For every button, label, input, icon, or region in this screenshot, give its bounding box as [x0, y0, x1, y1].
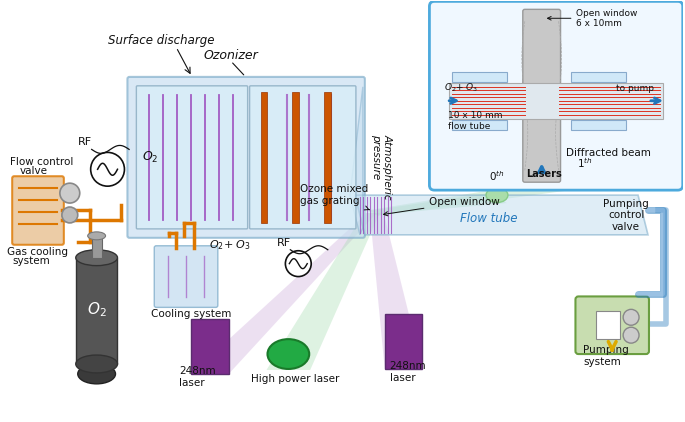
Text: Atmospheric
pressure: Atmospheric pressure	[371, 135, 393, 200]
Text: Flow control: Flow control	[10, 157, 73, 167]
Text: Open window
6 x 10mm: Open window 6 x 10mm	[547, 8, 638, 28]
Text: Surface discharge: Surface discharge	[108, 34, 214, 47]
Ellipse shape	[88, 232, 105, 240]
Circle shape	[90, 152, 125, 186]
Ellipse shape	[268, 339, 309, 369]
Circle shape	[623, 309, 639, 325]
Text: Lasers: Lasers	[526, 169, 562, 179]
Bar	[292, 92, 299, 223]
Ellipse shape	[486, 188, 508, 203]
Circle shape	[62, 207, 78, 223]
Text: $O_2$+ $O_3$: $O_2$+ $O_3$	[209, 238, 251, 252]
Bar	[385, 314, 423, 369]
Text: $O_2$: $O_2$	[142, 150, 159, 165]
Bar	[76, 258, 118, 364]
Text: valve: valve	[20, 166, 48, 176]
Circle shape	[60, 183, 79, 203]
Ellipse shape	[76, 250, 118, 265]
Bar	[597, 311, 620, 339]
Text: 248nm
laser: 248nm laser	[390, 361, 426, 383]
FancyBboxPatch shape	[249, 86, 356, 229]
Bar	[452, 119, 507, 130]
Polygon shape	[368, 193, 507, 215]
Text: $1^{th}$: $1^{th}$	[577, 157, 593, 170]
Bar	[191, 319, 229, 374]
FancyBboxPatch shape	[136, 86, 248, 229]
Text: Flow tube: Flow tube	[460, 212, 518, 225]
Bar	[571, 119, 626, 130]
FancyBboxPatch shape	[12, 176, 64, 245]
Text: Open window: Open window	[384, 197, 500, 216]
Ellipse shape	[562, 172, 586, 188]
Bar	[92, 236, 101, 258]
FancyBboxPatch shape	[429, 1, 683, 190]
Ellipse shape	[76, 355, 118, 373]
Text: Gas cooling: Gas cooling	[8, 247, 68, 257]
Text: Ozone mixed
gas grating: Ozone mixed gas grating	[300, 184, 369, 210]
Text: RF: RF	[78, 138, 92, 147]
Text: High power laser: High power laser	[251, 374, 339, 384]
Ellipse shape	[78, 364, 116, 384]
Text: Cooling system: Cooling system	[151, 309, 232, 319]
Text: Pumping
control
valve: Pumping control valve	[603, 199, 649, 232]
Text: $O_2$: $O_2$	[87, 300, 106, 319]
Polygon shape	[370, 178, 586, 216]
Text: $0^{th}$: $0^{th}$	[489, 169, 505, 183]
FancyBboxPatch shape	[154, 246, 218, 307]
Circle shape	[286, 251, 311, 276]
Polygon shape	[355, 195, 648, 235]
Bar	[571, 72, 626, 82]
Polygon shape	[191, 213, 377, 374]
Text: $O_2$+ $O_3$: $O_2$+ $O_3$	[445, 82, 479, 94]
Text: Ozonizer: Ozonizer	[203, 49, 258, 62]
Bar	[449, 83, 663, 119]
Polygon shape	[370, 213, 423, 369]
Polygon shape	[266, 213, 379, 370]
FancyBboxPatch shape	[575, 296, 649, 354]
Bar	[324, 92, 331, 223]
Text: system: system	[12, 256, 50, 266]
FancyBboxPatch shape	[127, 77, 365, 238]
Text: Diffracted beam: Diffracted beam	[566, 149, 650, 158]
Polygon shape	[350, 87, 363, 235]
Text: to pump: to pump	[616, 84, 654, 93]
Text: 248nm
laser: 248nm laser	[179, 366, 216, 388]
FancyBboxPatch shape	[523, 9, 560, 182]
Text: 10 x 10 mm
flow tube: 10 x 10 mm flow tube	[448, 111, 503, 130]
Text: Pumping
system: Pumping system	[584, 345, 629, 367]
Bar	[260, 92, 268, 223]
Circle shape	[623, 327, 639, 343]
Text: RF: RF	[277, 238, 290, 248]
Bar	[452, 72, 507, 82]
